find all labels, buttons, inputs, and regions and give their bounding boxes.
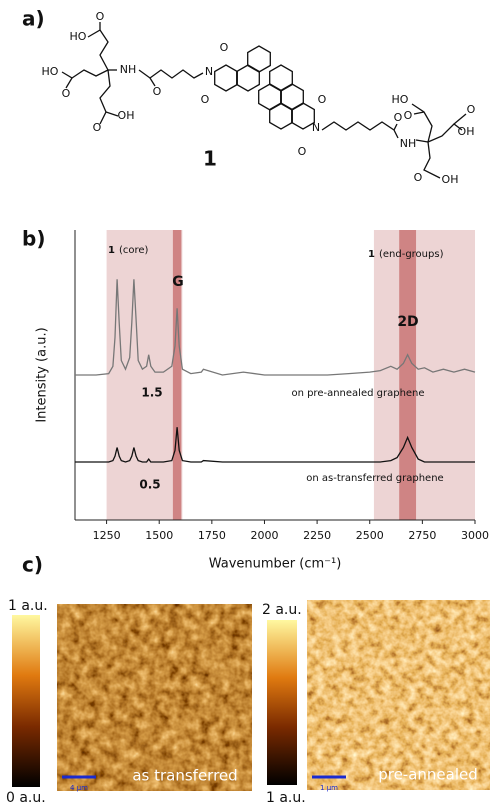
band-label: 1 (core)	[108, 245, 149, 256]
bond	[321, 121, 395, 131]
scale-bar-label: 4 µm	[70, 784, 88, 792]
colorbar	[267, 620, 297, 785]
panel-label: a)	[22, 7, 45, 31]
atom-label: HO	[392, 93, 409, 106]
bond	[61, 71, 73, 89]
bond	[393, 123, 398, 131]
bond	[87, 22, 101, 38]
compound-label: 1	[203, 147, 217, 171]
x-axis-label: Wavenumber (cm⁻¹)	[209, 557, 342, 572]
atom-label: OH	[458, 125, 475, 138]
atom-label: O	[467, 103, 476, 116]
series-line	[75, 279, 476, 376]
band-label: G	[172, 274, 184, 290]
ring	[269, 64, 293, 92]
y-axis-label: Intensity (a.u.)	[35, 327, 50, 422]
series-label: on pre-annealed graphene	[291, 388, 424, 399]
atom-label: O	[318, 93, 327, 106]
band-label-number: 1	[108, 245, 115, 256]
afm-maps	[12, 600, 490, 791]
band	[106, 230, 183, 520]
bond	[423, 141, 441, 179]
atom-label: O	[414, 171, 423, 184]
bond	[149, 77, 156, 87]
afm-image	[57, 604, 252, 791]
atom-label: O	[153, 85, 162, 98]
bond	[413, 111, 425, 115]
atom-label: OH	[118, 109, 135, 122]
molecule-bonds	[61, 22, 467, 179]
bond	[427, 123, 463, 143]
map-title: as transferred	[132, 767, 237, 785]
atom-label: O	[394, 111, 403, 124]
ring	[280, 83, 304, 111]
atom-label: O	[404, 109, 413, 122]
atom-label: O	[96, 10, 105, 23]
bond	[99, 69, 119, 117]
colorbar	[12, 615, 40, 787]
atom-label: N	[312, 121, 320, 134]
atom-label: HO	[42, 65, 59, 78]
bond	[71, 69, 109, 79]
ring	[214, 64, 238, 92]
panel-label: c)	[22, 553, 43, 577]
scale-label: 0.5	[139, 478, 160, 492]
scale-label: 1.5	[141, 386, 162, 400]
colorbar-max: 2 a.u.	[262, 602, 302, 618]
ring	[258, 83, 282, 111]
x-tick-label: 2000	[250, 529, 278, 542]
x-tick-label: 2250	[303, 529, 331, 542]
bond	[453, 113, 467, 125]
panel-label: b)	[22, 227, 45, 251]
bond	[393, 129, 399, 139]
series-label: on as-transferred graphene	[306, 473, 443, 484]
atom-label: O	[93, 121, 102, 134]
atom-label: HO	[70, 30, 87, 43]
bond	[99, 111, 107, 125]
x-tick-label: 1750	[198, 529, 226, 542]
band	[373, 230, 475, 520]
band	[172, 230, 182, 520]
colorbar-min: 0 a.u.	[6, 790, 46, 806]
scale-bar-label: 1 µm	[320, 784, 338, 792]
atom-label: O	[201, 93, 210, 106]
band-label: 2D	[397, 314, 418, 330]
bond	[411, 103, 433, 143]
ring	[269, 102, 293, 130]
bond	[138, 69, 204, 79]
x-tick-label: 3000	[461, 529, 489, 542]
map-title: pre-annealed	[378, 766, 478, 784]
band-label: 1 (end-groups)	[368, 249, 444, 260]
atom-label: NH	[120, 63, 137, 76]
atom-label: N	[205, 65, 213, 78]
atom-label: O	[62, 87, 71, 100]
x-tick-label: 1250	[93, 529, 121, 542]
band-label-number: 1	[368, 249, 375, 260]
afm-image	[307, 600, 490, 790]
atom-label: O	[220, 41, 229, 54]
x-tick-label: 1500	[145, 529, 173, 542]
x-tick-label: 2500	[356, 529, 384, 542]
colorbar-max: 1 a.u.	[8, 598, 48, 614]
series-line	[75, 427, 475, 463]
bond	[99, 29, 109, 71]
ring	[247, 45, 271, 73]
colorbar-min: 1 a.u.	[266, 790, 306, 806]
band-label-text: (end-groups)	[379, 249, 444, 260]
atom-label: NH	[400, 137, 417, 150]
atom-label: O	[298, 145, 307, 158]
band-label-text: (core)	[119, 245, 149, 256]
atom-label: OH	[442, 173, 459, 186]
ring	[236, 64, 260, 92]
x-tick-label: 2750	[408, 529, 436, 542]
